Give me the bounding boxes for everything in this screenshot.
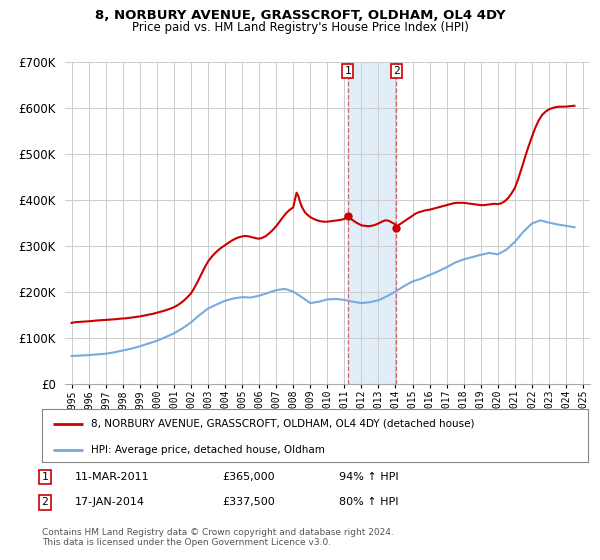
Text: 11-MAR-2011: 11-MAR-2011 [75, 472, 149, 482]
Text: 80% ↑ HPI: 80% ↑ HPI [339, 497, 398, 507]
Text: 2: 2 [41, 497, 49, 507]
Text: 94% ↑ HPI: 94% ↑ HPI [339, 472, 398, 482]
Text: This data is licensed under the Open Government Licence v3.0.: This data is licensed under the Open Gov… [42, 538, 331, 547]
Text: 1: 1 [344, 67, 351, 76]
Bar [347, 62, 396, 384]
Text: 8, NORBURY AVENUE, GRASSCROFT, OLDHAM, OL4 4DY: 8, NORBURY AVENUE, GRASSCROFT, OLDHAM, O… [95, 9, 505, 22]
Text: Price paid vs. HM Land Registry's House Price Index (HPI): Price paid vs. HM Land Registry's House … [131, 21, 469, 34]
Text: 8, NORBURY AVENUE, GRASSCROFT, OLDHAM, OL4 4DY (detached house): 8, NORBURY AVENUE, GRASSCROFT, OLDHAM, O… [91, 419, 475, 429]
Text: 1: 1 [41, 472, 49, 482]
Text: £365,000: £365,000 [222, 472, 275, 482]
Text: 17-JAN-2014: 17-JAN-2014 [75, 497, 145, 507]
Text: 2: 2 [393, 67, 400, 76]
Text: £337,500: £337,500 [222, 497, 275, 507]
Text: HPI: Average price, detached house, Oldham: HPI: Average price, detached house, Oldh… [91, 445, 325, 455]
Text: Contains HM Land Registry data © Crown copyright and database right 2024.: Contains HM Land Registry data © Crown c… [42, 528, 394, 536]
